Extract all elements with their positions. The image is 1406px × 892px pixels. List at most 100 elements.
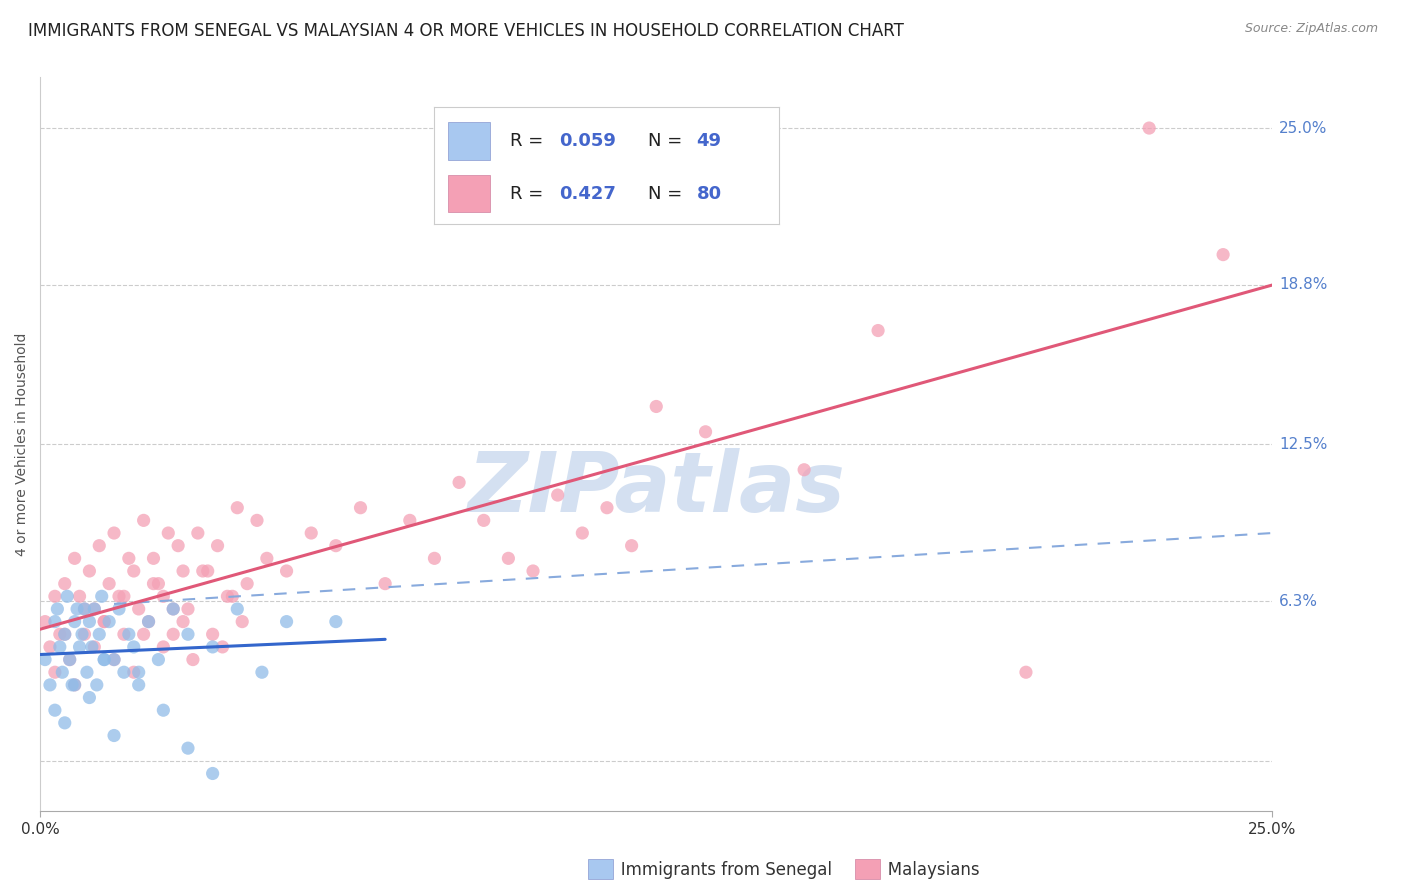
Point [44,615,66,629]
Text: Immigrants from Senegal: Immigrants from Senegal [605,861,831,879]
Point [138,615,160,629]
Point [167,539,190,553]
Point [93,652,115,666]
Point [122,665,145,680]
Point [142,551,165,566]
Point [152,590,174,604]
Point [34,615,56,629]
Text: ZIPatlas: ZIPatlas [467,448,845,529]
Point [79,564,101,578]
Point [56,590,79,604]
Text: 6.3%: 6.3% [1279,594,1319,609]
Point [59,652,82,666]
Point [53,576,76,591]
Point [122,564,145,578]
Point [83,602,105,616]
Point [1212,247,1234,261]
Point [53,627,76,641]
Point [221,590,243,604]
Point [118,627,141,641]
Point [596,500,619,515]
Point [142,576,165,591]
Text: Malaysians: Malaysians [872,861,980,879]
Point [177,741,200,756]
Point [571,526,593,541]
Point [103,652,125,666]
Point [472,513,495,527]
Point [172,615,194,629]
Point [89,627,111,641]
Point [128,665,150,680]
Point [79,615,101,629]
Point [276,564,298,578]
Point [132,627,155,641]
Point [522,564,544,578]
Point [423,551,446,566]
Point [66,602,89,616]
Point [73,602,96,616]
Point [162,602,184,616]
Point [181,652,204,666]
Point [250,665,273,680]
Point [112,590,135,604]
Point [108,590,131,604]
Point [98,615,121,629]
Point [90,590,112,604]
Point [63,615,86,629]
Point [645,400,668,414]
Point [63,551,86,566]
Point [93,652,115,666]
Point [103,729,125,743]
Point [93,615,115,629]
Point [83,640,105,654]
Point [39,640,62,654]
Point [148,652,170,666]
Point [53,715,76,730]
Point [51,665,73,680]
Point [46,602,69,616]
Point [59,652,82,666]
Point [118,551,141,566]
Point [70,627,93,641]
Point [53,627,76,641]
Point [128,602,150,616]
Point [86,678,108,692]
Point [191,564,214,578]
Point [103,652,125,666]
Point [187,526,209,541]
Point [398,513,420,527]
Point [256,551,278,566]
Point [148,576,170,591]
Point [128,678,150,692]
Point [44,590,66,604]
Point [39,678,62,692]
Point [89,539,111,553]
Text: 25.0%: 25.0% [1279,120,1327,136]
Point [201,640,224,654]
Point [152,703,174,717]
Point [49,627,72,641]
Point [69,640,91,654]
Point [49,640,72,654]
Point [93,615,115,629]
Point [207,539,229,553]
Point [226,602,249,616]
Point [108,602,131,616]
Point [231,615,253,629]
Point [211,640,233,654]
Point [1137,121,1160,136]
Point [177,627,200,641]
Point [63,678,86,692]
Point [217,590,239,604]
Point [201,627,224,641]
Point [98,576,121,591]
Point [201,766,224,780]
Point [80,640,103,654]
Point [79,690,101,705]
Point [73,627,96,641]
Point [793,463,815,477]
Point [172,564,194,578]
Point [152,640,174,654]
Point [246,513,269,527]
Point [547,488,569,502]
